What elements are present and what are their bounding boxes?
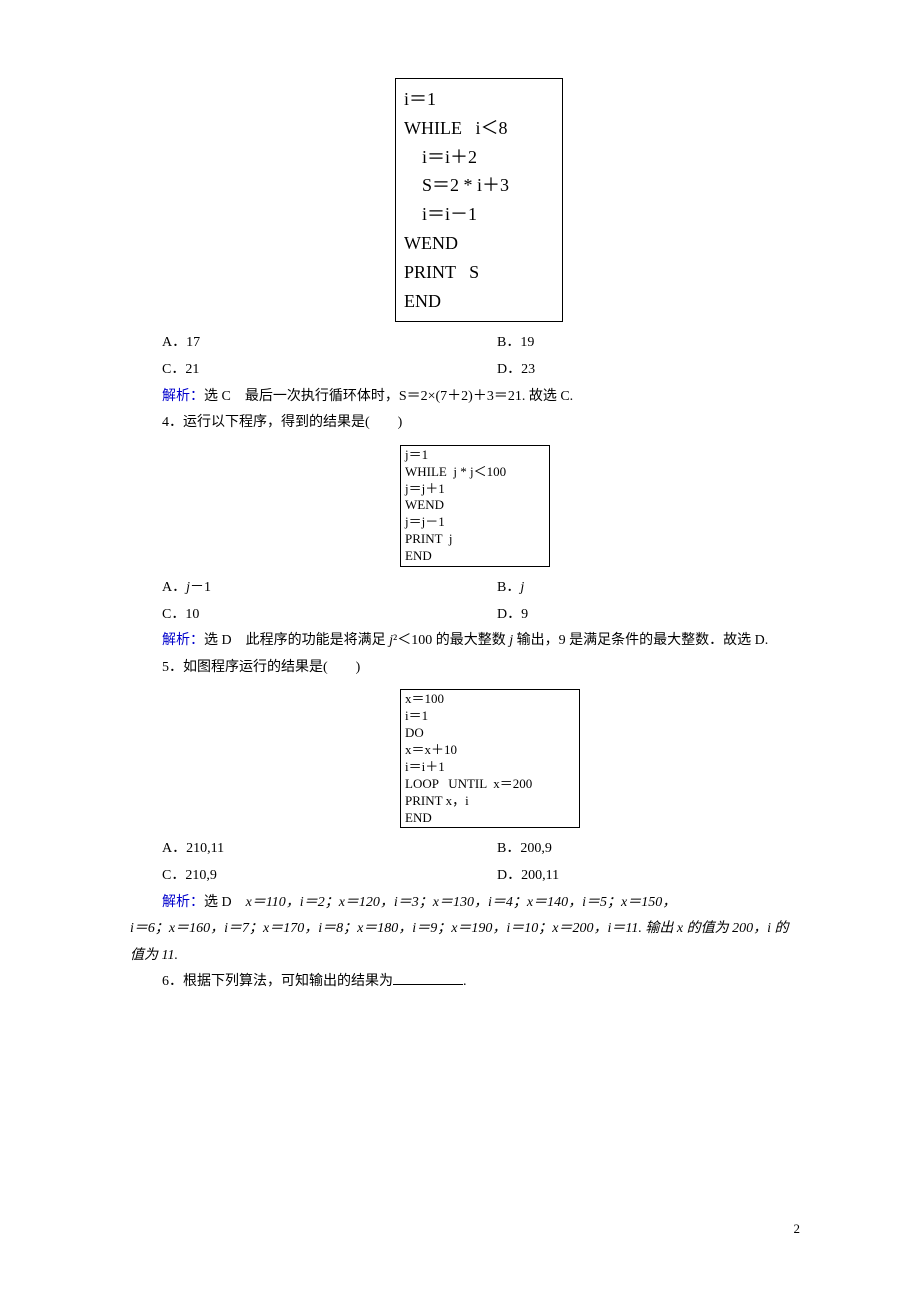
code-box-q3: i＝1 WHILE i＜8 i＝i＋2 S＝2 * i＋3 i＝i－1 WEND… [395,78,563,322]
code-line: END [404,287,554,316]
code-line: PRINT S [404,258,554,287]
analysis-label: 解析： [162,895,204,910]
option-d: D．23 [465,357,800,384]
q4-stem: 4．运行以下程序，得到的结果是( ) [130,410,800,437]
code-line: DO [405,725,575,742]
q3-options: A．17 B．19 C．21 D．23 [130,330,800,383]
option-c: C．10 [130,602,465,629]
option-b: B．200,9 [465,836,800,863]
code-line: PRINT x，i [405,793,575,810]
code-line: PRINT j [405,531,545,548]
analysis-text: 输出，9 是满足条件的最大整数．故选 D. [513,633,768,648]
option-a: A．17 [130,330,465,357]
analysis-text: 选 D [204,895,246,910]
option-b: B．j [465,575,800,602]
code-line: j＝j＋1 [405,481,545,498]
analysis-line: 解析：选 D x＝110，i＝2；x＝120，i＝3；x＝130，i＝4；x＝1… [130,890,800,917]
analysis-text: 选 C 最后一次执行循环体时，S＝2×(7＋2)＋3＝21. 故选 C. [204,389,573,404]
code-line: WEND [405,497,545,514]
code-line: j＝1 [405,447,545,464]
q5-stem: 5．如图程序运行的结果是( ) [130,655,800,682]
code-line: WHILE i＜8 [404,114,554,143]
analysis-text: 选 D 此程序的功能是将满足 [204,633,389,648]
analysis-text: x＝110，i＝2；x＝120，i＝3；x＝130，i＝4；x＝140，i＝5；… [246,895,677,910]
code-line: j＝j－1 [405,514,545,531]
page-number: 2 [794,1217,801,1242]
option-a: A．j－1 [130,575,465,602]
code-line: i＝1 [405,708,575,725]
code-line: x＝x＋10 [405,742,575,759]
analysis-text: ²＜100 的最大整数 [393,633,509,648]
option-label: B． [497,580,520,595]
stem-text: . [463,974,467,989]
q5-analysis: 解析：选 D x＝110，i＝2；x＝120，i＝3；x＝130，i＝4；x＝1… [130,890,800,970]
option-a: A．210,11 [130,836,465,863]
option-var: j [520,580,524,595]
code-box-q5: x＝100 i＝1 DO x＝x＋10 i＝i＋1 LOOP UNTIL x＝2… [400,689,580,828]
code-line: i＝1 [404,85,554,114]
option-c: C．210,9 [130,863,465,890]
code-line: i＝i－1 [404,200,554,229]
code-line: WHILE j * j＜100 [405,464,545,481]
option-c: C．21 [130,357,465,384]
option-d: D．9 [465,602,800,629]
code-line: i＝i＋2 [404,143,554,172]
q4-options: A．j－1 B．j C．10 D．9 [130,575,800,628]
option-label: A． [162,580,186,595]
code-line: END [405,810,575,827]
option-b: B．19 [465,330,800,357]
code-line: LOOP UNTIL x＝200 [405,776,575,793]
code-line: i＝i＋1 [405,759,575,776]
analysis-label: 解析： [162,389,204,404]
option-d: D．200,11 [465,863,800,890]
code-line: x＝100 [405,691,575,708]
fill-blank [393,970,463,985]
q5-options: A．210,11 B．200,9 C．210,9 D．200,11 [130,836,800,889]
analysis-label: 解析： [162,633,204,648]
q6-stem: 6．根据下列算法，可知输出的结果为. [130,969,800,996]
code-line: END [405,548,545,565]
analysis-text: i＝6；x＝160，i＝7；x＝170，i＝8；x＝180，i＝9；x＝190，… [130,921,788,963]
q3-analysis: 解析：选 C 最后一次执行循环体时，S＝2×(7＋2)＋3＝21. 故选 C. [130,384,800,411]
q4-analysis: 解析：选 D 此程序的功能是将满足 j²＜100 的最大整数 j 输出，9 是满… [130,628,800,655]
page: i＝1 WHILE i＜8 i＝i＋2 S＝2 * i＋3 i＝i－1 WEND… [0,0,920,1302]
code-box-q4: j＝1 WHILE j * j＜100 j＝j＋1 WEND j＝j－1 PRI… [400,445,550,567]
code-line: WEND [404,229,554,258]
stem-text: 6．根据下列算法，可知输出的结果为 [162,974,393,989]
option-text: －1 [190,580,211,595]
analysis-line: i＝6；x＝160，i＝7；x＝170，i＝8；x＝180，i＝9；x＝190，… [130,916,800,969]
code-line: S＝2 * i＋3 [404,171,554,200]
